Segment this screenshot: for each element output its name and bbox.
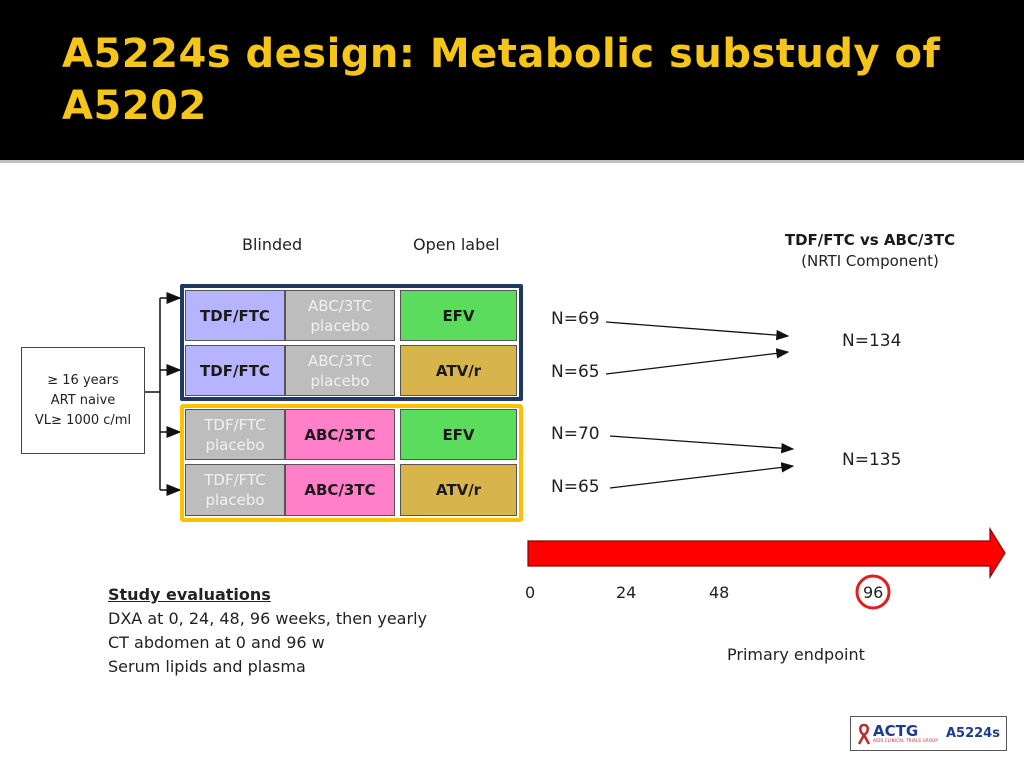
primary-endpoint-label: Primary endpoint: [727, 645, 865, 664]
slide-title: A5224s design: Metabolic substudy of A52…: [62, 31, 941, 129]
tdf-total-n: N=134: [842, 331, 902, 351]
arm2-third-agent: ATV/r: [400, 345, 517, 396]
abc-total-n: N=135: [842, 450, 902, 470]
population-vl: VL≥ 1000 c/ml: [34, 412, 132, 428]
abc-arms-frame: [180, 404, 523, 522]
arm4-third-agent: ATV/r: [400, 464, 517, 516]
ribbon-icon: [857, 723, 871, 745]
logo-org: ACTG: [873, 722, 919, 740]
evaluation-item: Serum lipids and plasma: [108, 657, 306, 676]
arm2-placebo: ABC/3TC placebo: [285, 345, 395, 396]
arm2-nrti: TDF/FTC: [185, 345, 285, 396]
week-96: 96: [863, 583, 884, 602]
pooling-arrows: [605, 321, 795, 489]
week-96-highlight: [855, 574, 891, 610]
week-48: 48: [709, 583, 730, 602]
arm3-third-agent: EFV: [400, 409, 517, 460]
comparison-title: TDF/FTC vs ABC/3TC: [784, 231, 956, 249]
tdf-arms-frame: [180, 284, 523, 401]
population-age: ≥ 16 years: [47, 372, 119, 388]
logo-study: A5224s: [945, 726, 1000, 741]
population-box: ≥ 16 years ART naive VL≥ 1000 c/ml: [21, 347, 145, 454]
logo-subtext: AIDS CLINICAL TRIALS GROUP: [873, 738, 938, 743]
arm3-placebo: TDF/FTC placebo: [185, 409, 285, 460]
week-24: 24: [616, 583, 637, 602]
arm3-n: N=70: [551, 424, 600, 444]
comparison-subtitle: (NRTI Component): [801, 252, 939, 270]
week-0: 0: [525, 583, 536, 602]
arm1-third-agent: EFV: [400, 290, 517, 341]
arm2-n: N=65: [551, 362, 600, 382]
timeline-arrow: [527, 526, 1006, 580]
randomization-branches: [145, 292, 182, 496]
study-evaluations: Study evaluations DXA at 0, 24, 48, 96 w…: [108, 583, 427, 679]
population-art: ART naive: [50, 392, 116, 408]
arm1-n: N=69: [551, 309, 600, 329]
evaluations-heading: Study evaluations: [108, 585, 271, 604]
open-label-header: Open label: [413, 235, 500, 254]
comparison-heading: TDF/FTC vs ABC/3TC (NRTI Component): [760, 231, 980, 270]
arm4-n: N=65: [551, 477, 600, 497]
actg-logo: ACTG AIDS CLINICAL TRIALS GROUP A5224s: [850, 716, 1007, 751]
title-bar: A5224s design: Metabolic substudy of A52…: [0, 0, 1024, 163]
blinded-header: Blinded: [242, 235, 303, 254]
arm1-nrti: TDF/FTC: [185, 290, 285, 341]
arm4-nrti: ABC/3TC: [285, 464, 395, 516]
evaluation-item: DXA at 0, 24, 48, 96 weeks, then yearly: [108, 609, 427, 628]
arm4-placebo: TDF/FTC placebo: [185, 464, 285, 516]
evaluation-item: CT abdomen at 0 and 96 w: [108, 633, 325, 652]
arm3-nrti: ABC/3TC: [285, 409, 395, 460]
arm1-placebo: ABC/3TC placebo: [285, 290, 395, 341]
